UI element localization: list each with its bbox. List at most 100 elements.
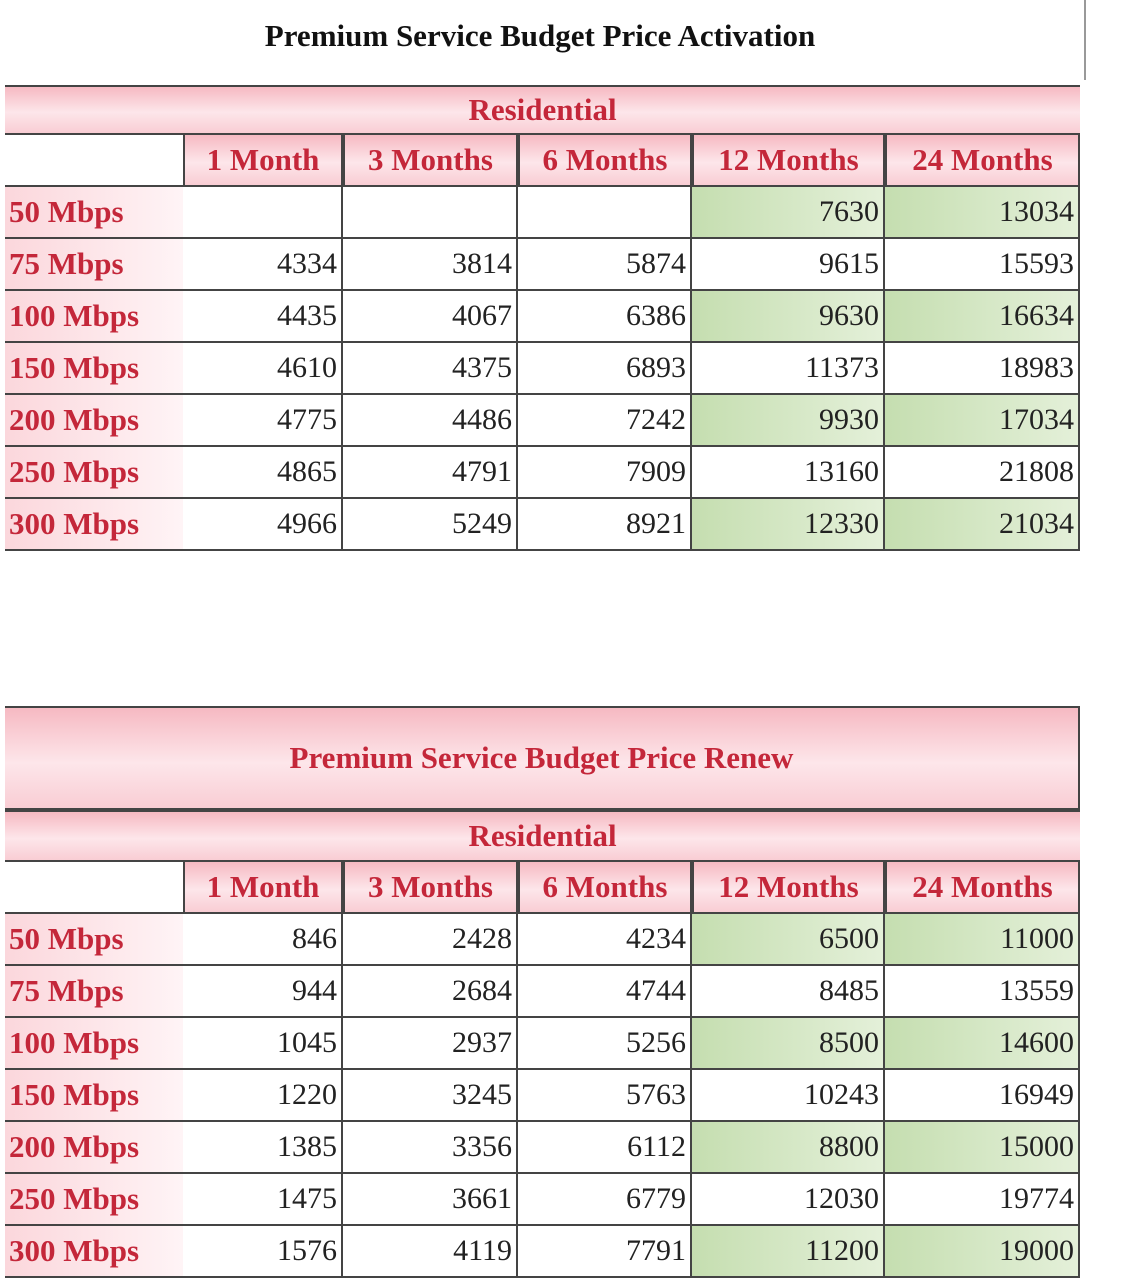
row-label: 100 Mbps	[5, 1018, 183, 1070]
price-cell: 2428	[343, 914, 518, 966]
price-cell: 4610	[183, 343, 343, 395]
price-cell: 21034	[885, 499, 1080, 551]
price-cell: 3245	[343, 1070, 518, 1122]
column-header: 6 Months	[518, 135, 692, 187]
edge-line	[1084, 0, 1086, 80]
price-cell: 19774	[885, 1174, 1080, 1226]
price-cell: 1220	[183, 1070, 343, 1122]
price-cell: 13034	[885, 187, 1080, 239]
price-cell: 6386	[518, 291, 692, 343]
price-cell: 1385	[183, 1122, 343, 1174]
price-cell: 4865	[183, 447, 343, 499]
price-cell: 8500	[692, 1018, 885, 1070]
price-cell: 8921	[518, 499, 692, 551]
price-cell: 4067	[343, 291, 518, 343]
price-cell: 4966	[183, 499, 343, 551]
price-cell: 846	[183, 914, 343, 966]
group-header: Residential	[5, 810, 1080, 862]
price-cell: 5256	[518, 1018, 692, 1070]
price-cell: 9615	[692, 239, 885, 291]
row-label: 300 Mbps	[5, 1226, 183, 1278]
row-label: 300 Mbps	[5, 499, 183, 551]
price-cell: 6779	[518, 1174, 692, 1226]
column-header: 24 Months	[885, 862, 1080, 914]
price-cell: 9630	[692, 291, 885, 343]
table-title: Premium Service Budget Price Renew	[5, 706, 1080, 810]
price-cell: 1475	[183, 1174, 343, 1226]
price-cell: 13160	[692, 447, 885, 499]
column-header: 6 Months	[518, 862, 692, 914]
price-cell: 6893	[518, 343, 692, 395]
price-cell: 1576	[183, 1226, 343, 1278]
column-header: 24 Months	[885, 135, 1080, 187]
row-label: 100 Mbps	[5, 291, 183, 343]
price-cell: 2937	[343, 1018, 518, 1070]
price-cell: 7242	[518, 395, 692, 447]
price-cell	[343, 187, 518, 239]
row-label: 75 Mbps	[5, 239, 183, 291]
row-label: 50 Mbps	[5, 914, 183, 966]
price-cell: 13559	[885, 966, 1080, 1018]
price-cell: 4775	[183, 395, 343, 447]
price-cell: 3356	[343, 1122, 518, 1174]
price-cell: 16949	[885, 1070, 1080, 1122]
price-cell: 11000	[885, 914, 1080, 966]
table-title: Premium Service Budget Price Activation	[264, 18, 816, 53]
column-header: 3 Months	[343, 862, 518, 914]
group-header: Residential	[5, 85, 1080, 135]
price-cell: 944	[183, 966, 343, 1018]
header-blank	[5, 135, 183, 187]
header-blank	[5, 862, 183, 914]
column-header: 1 Month	[183, 135, 343, 187]
price-cell: 2684	[343, 966, 518, 1018]
price-cell: 4435	[183, 291, 343, 343]
price-cell: 4375	[343, 343, 518, 395]
price-cell: 8485	[692, 966, 885, 1018]
price-cell: 6500	[692, 914, 885, 966]
column-header: 12 Months	[692, 135, 885, 187]
price-cell: 11200	[692, 1226, 885, 1278]
row-label: 250 Mbps	[5, 447, 183, 499]
price-cell: 15000	[885, 1122, 1080, 1174]
price-cell: 12330	[692, 499, 885, 551]
price-cell: 16634	[885, 291, 1080, 343]
column-header: 1 Month	[183, 862, 343, 914]
price-cell: 5249	[343, 499, 518, 551]
price-cell: 17034	[885, 395, 1080, 447]
row-label: 75 Mbps	[5, 966, 183, 1018]
row-label: 200 Mbps	[5, 1122, 183, 1174]
price-cell: 7909	[518, 447, 692, 499]
price-cell: 3661	[343, 1174, 518, 1226]
price-cell: 5874	[518, 239, 692, 291]
row-label: 150 Mbps	[5, 343, 183, 395]
column-header: 3 Months	[343, 135, 518, 187]
price-cell	[518, 187, 692, 239]
price-cell: 18983	[885, 343, 1080, 395]
price-cell: 7791	[518, 1226, 692, 1278]
price-cell: 8800	[692, 1122, 885, 1174]
price-cell: 1045	[183, 1018, 343, 1070]
price-cell: 7630	[692, 187, 885, 239]
price-cell: 4791	[343, 447, 518, 499]
price-cell: 5763	[518, 1070, 692, 1122]
row-label: 50 Mbps	[5, 187, 183, 239]
price-cell: 14600	[885, 1018, 1080, 1070]
row-label: 250 Mbps	[5, 1174, 183, 1226]
price-cell: 4486	[343, 395, 518, 447]
price-cell: 4119	[343, 1226, 518, 1278]
price-cell: 4744	[518, 966, 692, 1018]
column-header: 12 Months	[692, 862, 885, 914]
row-label: 200 Mbps	[5, 395, 183, 447]
price-cell: 19000	[885, 1226, 1080, 1278]
price-cell: 3814	[343, 239, 518, 291]
price-cell	[183, 187, 343, 239]
price-cell: 10243	[692, 1070, 885, 1122]
price-cell: 12030	[692, 1174, 885, 1226]
price-cell: 21808	[885, 447, 1080, 499]
price-cell: 4234	[518, 914, 692, 966]
row-label: 150 Mbps	[5, 1070, 183, 1122]
price-cell: 11373	[692, 343, 885, 395]
price-cell: 15593	[885, 239, 1080, 291]
price-cell: 4334	[183, 239, 343, 291]
